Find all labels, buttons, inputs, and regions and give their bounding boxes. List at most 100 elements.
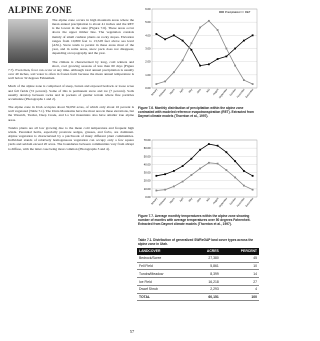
data-point [225,55,228,58]
data-point [181,180,184,183]
figure-chart: 0.00 10.00 20.00 30.00 40.00 50.00 60.00 70.00 J… [144,138,258,208]
data-point [216,58,219,60]
data-point [207,63,210,66]
series-line [156,162,253,191]
x-tick-label: February [158,88,167,98]
data-point [190,157,193,160]
series-line [156,33,253,67]
table-cell: Fell Field [137,262,191,271]
header-row: LANDCOVER ACRES PERCENT [137,248,259,255]
x-tick-label: August [212,197,219,205]
y-tick-label: 4.00 [145,33,151,37]
table-cell: 16,218 [190,277,221,286]
data-point [216,29,219,31]
y-tick-label: 6.00 [145,7,151,11]
data-point [242,170,245,172]
data-point [207,143,210,145]
data-point [242,39,245,42]
table-cell: 14 [220,269,259,279]
column-header: LANDCOVER [137,248,191,255]
data-point [190,174,193,176]
x-tick-label: July [206,88,212,94]
page-number: 57 [129,329,135,334]
figure-caption: Figure 7.7. Average monthly temperatures… [138,214,251,226]
data-point [234,160,237,163]
data-point [251,188,254,191]
figure-chart: 0.00 1.00 2.00 3.00 4.00 5.00 6.00 January Febru… [145,7,258,99]
table-row: Dwarf Shrub 2,293 4 [137,285,259,294]
data-point [207,161,210,164]
data-point [199,148,202,151]
y-tick-label: 3.00 [145,47,151,51]
table-cell: 5,861 [190,262,221,271]
table-cell: Tundra/Meadow [137,269,191,279]
table-cell: 4 [220,285,259,294]
y-tick-label: 1.00 [145,73,151,77]
x-tick-label: May [188,88,194,94]
y-tick-label: 60.00 [144,146,151,150]
data-point [164,38,167,41]
data-point [225,169,228,172]
data-point [199,167,202,170]
legend-label: RET [245,10,251,14]
y-tick-label: 5.00 [145,20,151,24]
data-point [155,33,158,35]
table-cell: Bedrock/Scree [137,254,191,263]
data-point [181,39,184,42]
table-cell: Ice Field [137,277,191,286]
x-tick-label: June [196,197,202,203]
data-point [172,71,175,74]
y-tick-label: 0.00 [145,86,151,90]
data-point [181,165,184,167]
table-cell: Dwarf Shrub [137,285,191,294]
paragraph: The alpine zone in Utah occupies about 5… [8,105,134,122]
data-point [190,42,193,45]
y-tick-label: 2.00 [145,60,151,64]
x-tick-label: March [169,88,176,96]
data-point [234,64,237,67]
data-point [225,151,228,154]
x-tick-label: April [179,88,185,94]
table-cell: 2,293 [190,285,221,294]
x-tick-label: June [196,88,202,94]
x-tick-label: January [150,197,158,206]
y-tick-label: 30.00 [144,171,151,175]
page: { "header": {"title": "ALPINE ZONE"}, "b… [8,5,259,334]
data-point [164,173,167,176]
x-tick-label: January [150,88,158,97]
data-point [242,79,245,81]
legend-label: Precipitation [225,10,240,14]
table-cell: TOTAL [137,293,191,302]
title: ALPINE ZONE [8,5,72,15]
paragraph: The alpine zone occurs in high mountain … [52,18,134,56]
x-tick-label: December [245,197,255,208]
y-tick-label: 10.00 [144,187,151,191]
photo [8,19,48,63]
plot-frame [151,139,258,198]
paragraph: Much of the alpine zone is comprised of … [8,84,134,101]
data-point [181,59,184,62]
data-point [199,64,202,67]
data-point [234,47,237,50]
data-point [172,34,175,37]
x-tick-label: April [179,197,185,203]
x-tick-label: August [212,88,219,96]
table-row: Bedrock/Scree 27,380 45 [137,254,259,263]
x-tick-label: September [218,197,228,208]
x-tick-label: February [158,197,167,207]
y-tick-label: 40.00 [144,162,151,166]
x-tick-label: May [188,197,194,203]
data-point [172,170,175,172]
data-point [164,188,167,191]
y-tick-label: 70.00 [144,138,151,142]
data-point [251,34,254,37]
data-point [216,162,219,165]
x-tick-label: September [218,88,228,99]
x-tick-label: March [169,197,176,205]
data-point [225,47,228,50]
data-point [164,80,167,83]
data-point [234,176,237,179]
paragraph: The climate is characterized by long, co… [8,59,134,81]
table-caption: Table 7.1. Distribution of generalized S… [138,238,254,246]
column-header: ACRES [190,248,221,255]
